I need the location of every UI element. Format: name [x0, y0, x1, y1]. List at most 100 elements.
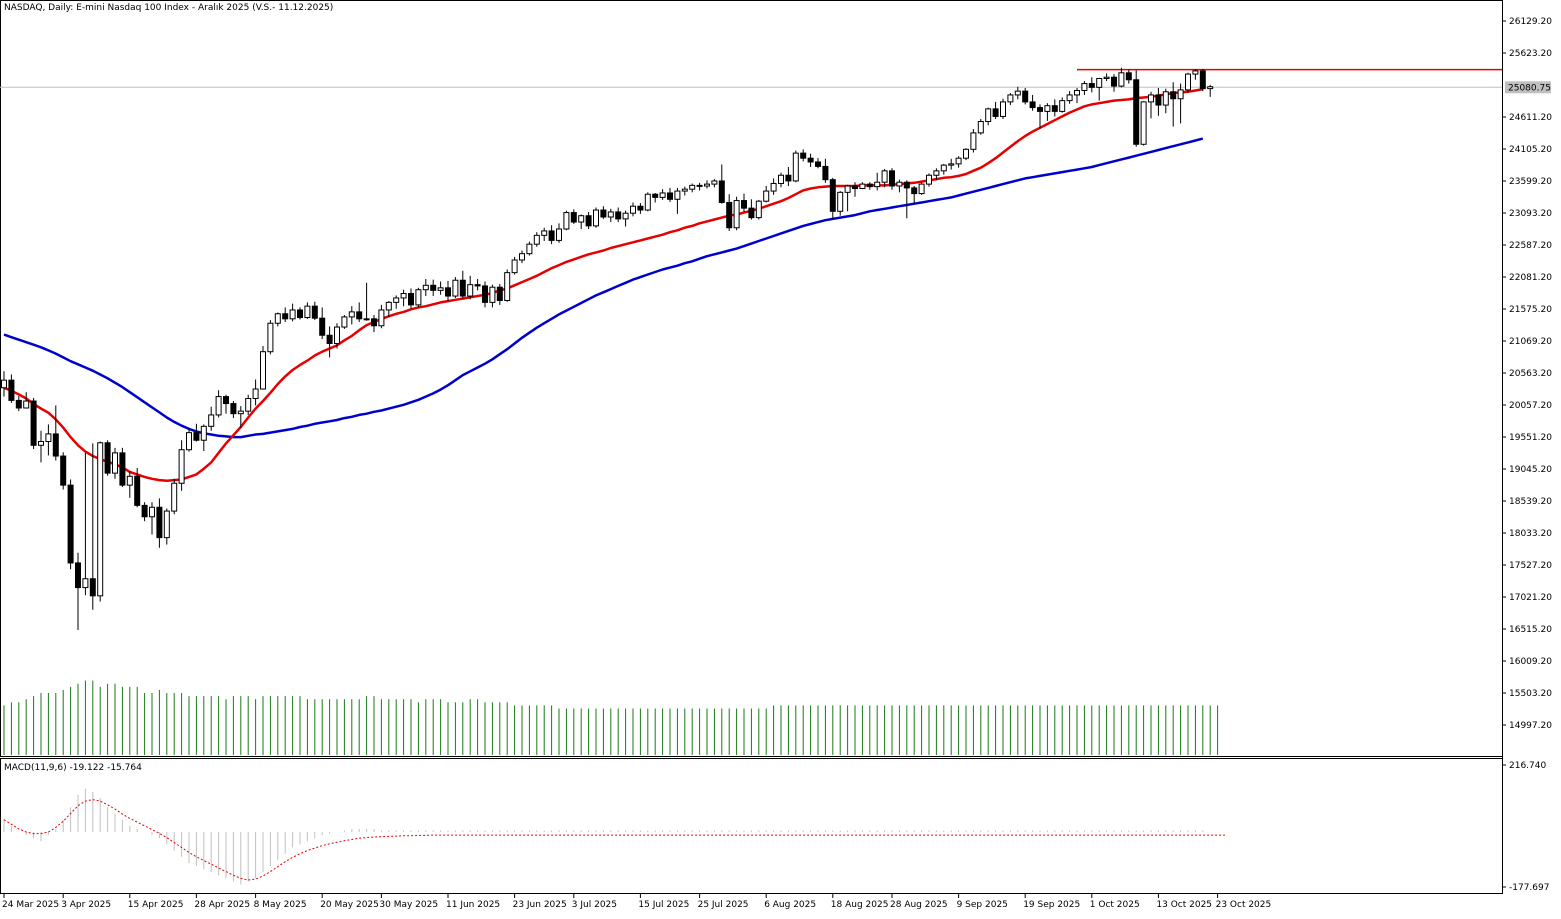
candle[interactable] — [852, 182, 858, 197]
candle[interactable] — [378, 304, 385, 329]
candle[interactable] — [570, 209, 577, 224]
candle[interactable] — [23, 392, 30, 409]
candle[interactable] — [807, 153, 814, 168]
candle[interactable] — [245, 394, 252, 415]
candle[interactable] — [408, 288, 414, 309]
candle[interactable] — [1185, 72, 1191, 93]
candle[interactable] — [252, 379, 259, 406]
candle[interactable] — [452, 277, 459, 298]
candle[interactable] — [171, 478, 178, 515]
candle[interactable] — [704, 180, 710, 189]
candle[interactable] — [504, 269, 511, 302]
candle[interactable] — [755, 199, 762, 220]
candle[interactable] — [260, 346, 266, 390]
candle[interactable] — [1000, 98, 1006, 119]
candle[interactable] — [1081, 81, 1088, 95]
candle[interactable] — [45, 424, 52, 456]
candle[interactable] — [126, 471, 133, 498]
candle[interactable] — [696, 182, 703, 191]
candle[interactable] — [733, 196, 740, 231]
candle[interactable] — [674, 187, 681, 214]
candle[interactable] — [363, 282, 370, 321]
candle[interactable] — [149, 502, 155, 535]
candle[interactable] — [1155, 87, 1162, 116]
candle[interactable] — [977, 118, 984, 135]
candle[interactable] — [711, 179, 718, 188]
candle[interactable] — [1177, 83, 1184, 124]
candle[interactable] — [837, 191, 844, 216]
candle[interactable] — [304, 302, 311, 319]
candle[interactable] — [311, 301, 318, 321]
candle[interactable] — [334, 323, 340, 349]
candle[interactable] — [578, 214, 585, 230]
candle[interactable] — [652, 192, 659, 203]
candle[interactable] — [903, 180, 910, 219]
candle[interactable] — [1029, 94, 1036, 111]
candle[interactable] — [741, 193, 747, 212]
candle[interactable] — [511, 256, 518, 275]
candle[interactable] — [467, 275, 474, 300]
candle[interactable] — [1192, 69, 1199, 80]
candle[interactable] — [393, 295, 400, 309]
candle[interactable] — [829, 177, 836, 219]
candle[interactable] — [200, 424, 207, 451]
candle[interactable] — [770, 178, 777, 195]
candle[interactable] — [593, 207, 599, 228]
candle[interactable] — [230, 401, 237, 419]
candle[interactable] — [30, 397, 37, 450]
candle[interactable] — [437, 281, 444, 295]
candle[interactable] — [822, 158, 829, 183]
candle[interactable] — [193, 423, 200, 442]
candle[interactable] — [881, 168, 888, 188]
candle[interactable] — [933, 168, 940, 181]
candle[interactable] — [1044, 103, 1051, 121]
candle[interactable] — [1059, 97, 1066, 113]
candle[interactable] — [548, 225, 555, 245]
candle[interactable] — [585, 211, 592, 230]
candle[interactable] — [319, 307, 326, 340]
candle[interactable] — [1, 371, 7, 397]
candle[interactable] — [1140, 101, 1147, 146]
candle[interactable] — [119, 447, 126, 488]
candle[interactable] — [615, 207, 622, 223]
candle[interactable] — [866, 182, 873, 190]
candle[interactable] — [400, 289, 407, 307]
candle[interactable] — [141, 502, 148, 522]
candle[interactable] — [445, 280, 451, 302]
candle[interactable] — [1207, 84, 1214, 97]
candle[interactable] — [718, 164, 725, 204]
candle[interactable] — [533, 232, 540, 247]
candle[interactable] — [97, 441, 104, 602]
candle[interactable] — [1014, 86, 1021, 100]
candle[interactable] — [496, 284, 503, 305]
candle[interactable] — [326, 326, 333, 358]
candle[interactable] — [274, 312, 281, 327]
candle[interactable] — [415, 287, 422, 308]
candle[interactable] — [1162, 88, 1169, 114]
candle[interactable] — [186, 427, 192, 452]
candle[interactable] — [681, 186, 688, 196]
candle[interactable] — [526, 241, 533, 256]
candle[interactable] — [356, 302, 363, 322]
candle[interactable] — [297, 307, 303, 320]
candle[interactable] — [1088, 77, 1095, 93]
candle[interactable] — [667, 187, 673, 202]
candle[interactable] — [38, 430, 44, 463]
candle[interactable] — [60, 452, 67, 490]
candle[interactable] — [208, 406, 215, 431]
candle[interactable] — [385, 301, 392, 317]
candle[interactable] — [963, 148, 969, 161]
candle[interactable] — [89, 443, 96, 610]
candle[interactable] — [163, 508, 170, 545]
candle[interactable] — [1111, 74, 1117, 92]
candle[interactable] — [1170, 82, 1177, 127]
candle[interactable] — [215, 390, 222, 418]
candle[interactable] — [644, 192, 651, 212]
candle[interactable] — [792, 150, 799, 183]
candle[interactable] — [556, 223, 562, 243]
candle[interactable] — [911, 186, 918, 205]
candle[interactable] — [622, 210, 629, 227]
candle[interactable] — [482, 281, 488, 308]
candle[interactable] — [422, 278, 429, 297]
